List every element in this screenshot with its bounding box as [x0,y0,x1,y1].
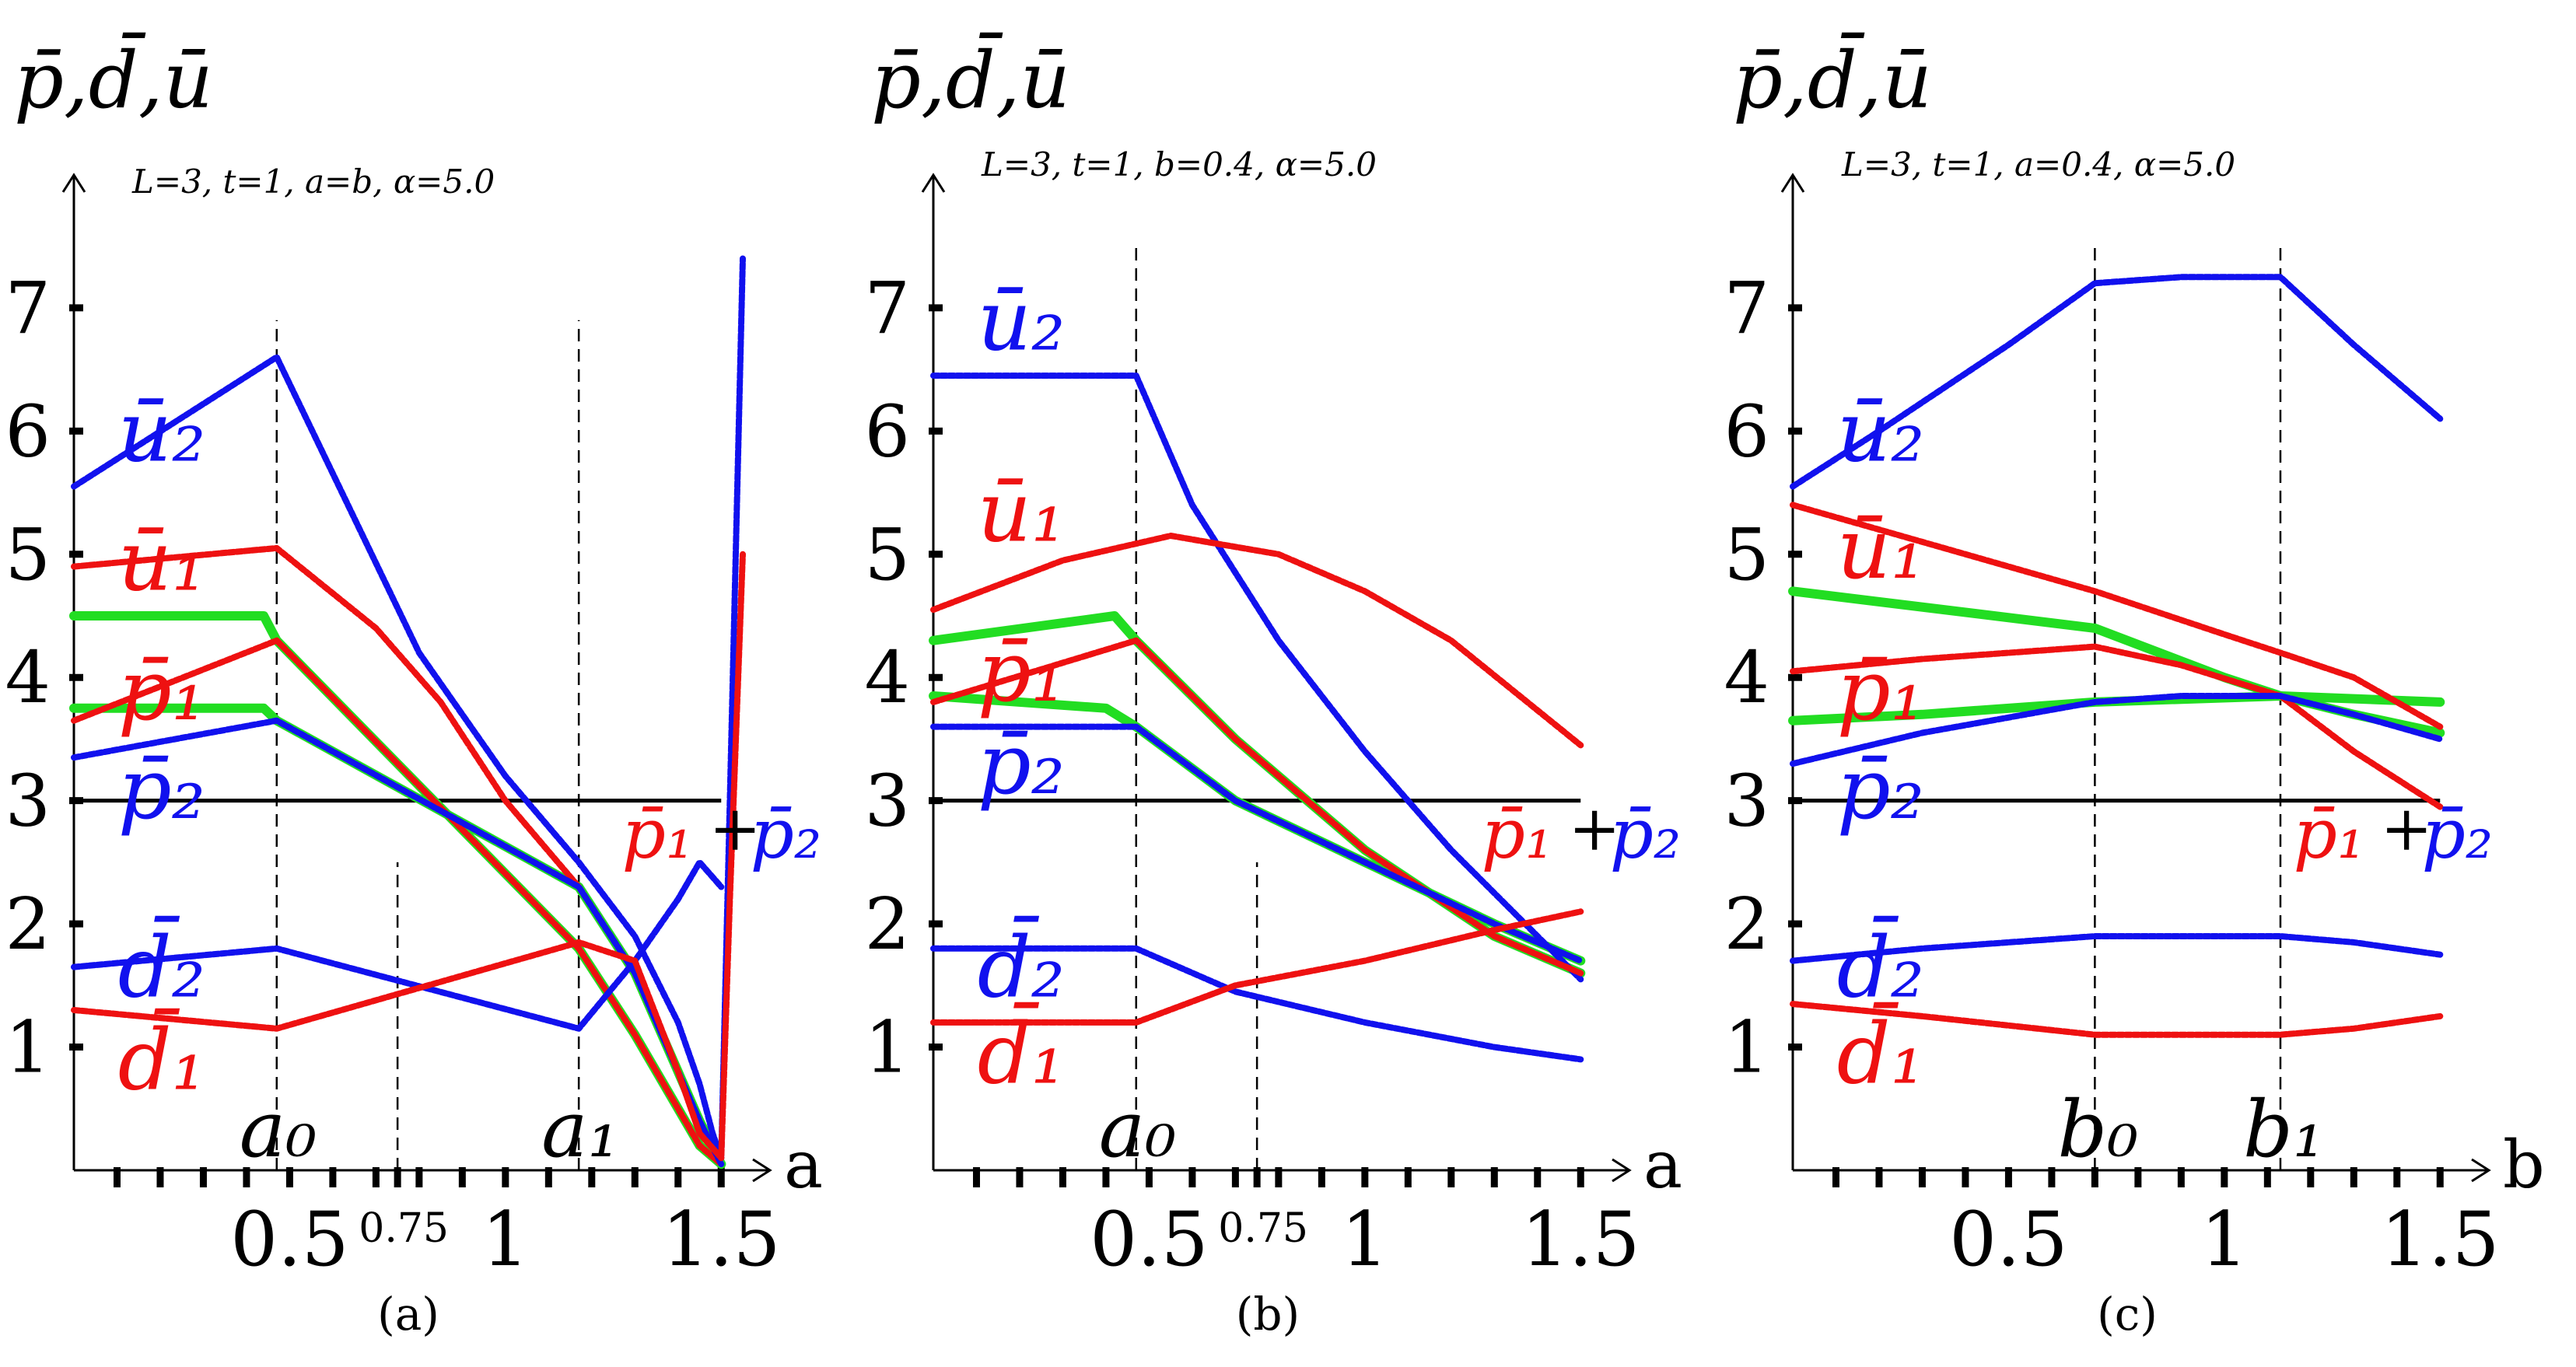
vertical-marker-label: a₁ [541,1084,619,1175]
series-line [71,717,725,1168]
chart-panel-b: a p̄,d̄,ū L=3, t=1, b=0.4, α=5.0 1 2 3 4 5 6 7 0.… [864,32,1682,1341]
series-label: p̄₁ [1837,642,1924,739]
ref-label-plus: + [1569,792,1621,865]
series-line [1790,274,2444,490]
y-axis-arrow-icon [1780,173,1805,193]
series-label: d̄₂ [978,915,1065,1016]
y-tick-label: 3 [864,760,910,843]
x-axis-arrow-icon [752,1158,772,1183]
x-tick-label: 0.5 [230,1196,349,1283]
series-line [930,908,1584,1026]
y-tick-label: 3 [5,760,51,843]
y-tick-label: 2 [5,883,51,966]
x-tick-label: 1 [481,1196,529,1283]
y-tick-label: 6 [1724,390,1769,473]
ref-label-plus: + [2381,792,2433,865]
series-line [1790,502,2444,730]
y-tick-label: 4 [5,636,51,719]
y-tick-label: 4 [864,636,910,719]
series-label: ū₁ [1837,501,1925,598]
y-tick-label: 1 [5,1006,51,1089]
chart-panel-a: a p̄,d̄,ū L=3, t=1, a=b, α=5.0 1 2 3 4 5 6 7 0.5 0… [5,32,823,1341]
y-axis-arrow-icon [921,173,946,193]
series-line [1790,933,2444,964]
y-tick-label: 2 [864,883,910,966]
series-label: p̄₂ [1837,741,1924,838]
y-tick-label: 5 [864,513,910,596]
y-tick-label: 1 [1724,1006,1769,1089]
series-line [930,945,1584,1063]
panel-caption: (a) [377,1288,439,1341]
series-label: d̄₁ [1837,1002,1924,1103]
y-tick-label: 7 [864,267,910,350]
y-axis-arrow-icon [61,173,86,193]
series-line [1790,643,2444,810]
x-tick-label: 0.5 [1949,1196,2068,1283]
x-axis-label: a [1643,1127,1682,1203]
chart-panel-c: b p̄,d̄,ū L=3, t=1, a=0.4, α=5.0 1 2 3 4 5 6 7 0.… [1724,32,2544,1341]
ref-label-p2: p̄₂ [751,794,822,874]
panel-caption: (c) [2097,1288,2158,1341]
series-line [1790,1001,2444,1038]
x-tick-label: 1.5 [662,1196,781,1283]
y-axis-title: p̄,d̄,ū [1733,32,1932,126]
series-label: d̄₂ [118,915,205,1016]
series-label: p̄₁ [978,624,1065,721]
vertical-marker-label: a₀ [1099,1084,1177,1175]
y-axis-title: p̄,d̄,ū [871,32,1070,126]
y-tick-label: 6 [864,390,910,473]
series-line [930,533,1584,749]
series-label: ū₁ [978,463,1066,561]
series-line [71,939,725,1162]
chart-title: L=3, t=1, a=0.4, α=5.0 [1841,145,2235,184]
chart-title: L=3, t=1, a=b, α=5.0 [131,163,495,201]
y-tick-label: 2 [1724,883,1769,966]
series-line [1790,693,2444,767]
series-label: ū₂ [978,273,1066,370]
x-tick-label: 1.5 [1521,1196,1640,1283]
vertical-marker-label: a₀ [240,1084,317,1175]
series-line [71,637,725,1168]
series-label: d̄₂ [1837,915,1924,1016]
x-axis-label: b [2503,1127,2545,1203]
y-tick-label: 5 [5,513,51,596]
ref-label-plus: + [709,792,761,865]
y-tick-label: 6 [5,390,51,473]
series-line [930,637,1584,977]
ref-label-p2: p̄₂ [1610,794,1682,874]
series-label: ū₂ [1837,383,1925,481]
vertical-marker-label: b₀ [2057,1084,2138,1175]
series-label: p̄₂ [118,741,205,838]
x-tick-label: 1 [2200,1196,2248,1283]
series-label: ū₂ [118,383,206,481]
series-label: p̄₂ [978,716,1065,813]
vertical-marker-label: b₁ [2243,1084,2324,1175]
x-tick-label: 0.75 [359,1205,449,1252]
x-axis-arrow-icon [1612,1158,1632,1183]
y-tick-label: 7 [1724,267,1769,350]
series-label: p̄₁ [118,642,205,739]
y-tick-label: 5 [1724,513,1769,596]
chart-title: L=3, t=1, b=0.4, α=5.0 [981,145,1377,184]
x-tick-label: 1 [1341,1196,1388,1283]
y-tick-label: 1 [864,1006,910,1089]
y-tick-label: 4 [1724,636,1769,719]
x-tick-label: 1.5 [2381,1196,2500,1283]
ref-label-p1: p̄₁ [1482,794,1553,874]
series-label: d̄₁ [118,1008,205,1109]
y-tick-label: 7 [5,267,51,350]
ref-label-p1: p̄₁ [622,794,694,874]
y-tick-label: 3 [1724,760,1769,843]
y-axis-title: p̄,d̄,ū [14,32,213,126]
series-label: ū₁ [118,513,206,610]
ref-label-p1: p̄₁ [2294,794,2365,874]
panel-caption: (b) [1236,1288,1300,1341]
x-axis-label: a [784,1127,823,1203]
x-tick-label: 0.5 [1090,1196,1209,1283]
x-tick-label: 0.75 [1218,1205,1308,1252]
series-label: d̄₁ [978,1002,1065,1103]
ref-label-p2: p̄₂ [2422,794,2494,874]
x-axis-arrow-icon [2471,1158,2491,1183]
